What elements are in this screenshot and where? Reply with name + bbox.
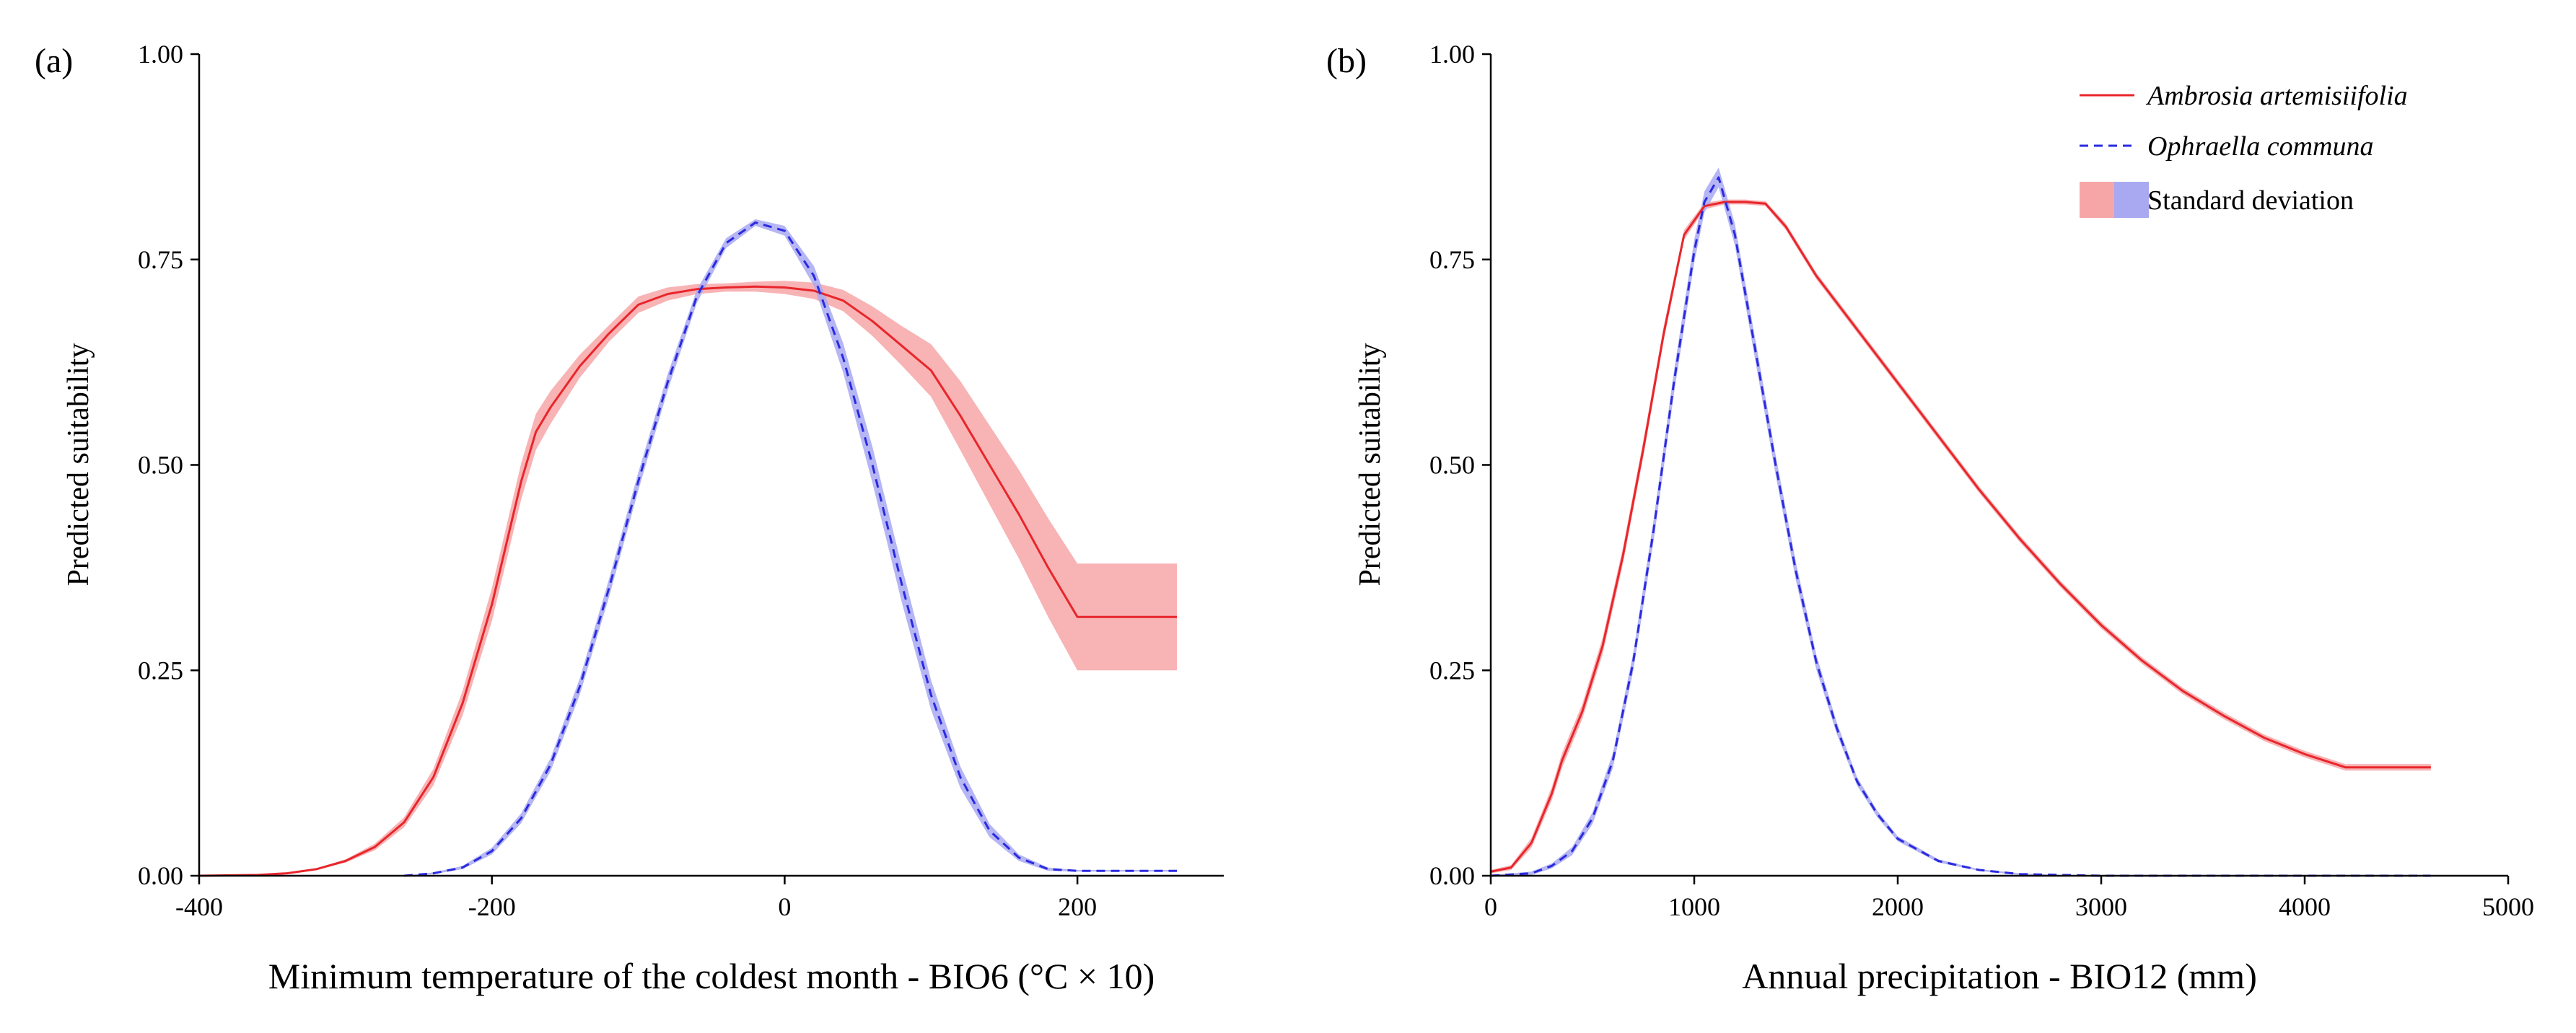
panel-b-chart: (b) 0.00 0.25 0.50 0.75 1.00 0 1000 2000 3000 40…: [1326, 40, 2534, 996]
legend-ambrosia-sd-swatch: [2080, 182, 2114, 218]
panel-b-x-axis-title: Annual precipitation - BIO12 (mm): [1742, 956, 2257, 996]
panel-b-xtick-label: 4000: [2279, 892, 2331, 921]
legend-ophraella-label: Ophraella communa: [2147, 131, 2373, 162]
panel-b-xtick-label: 0: [1484, 892, 1497, 921]
panel-a-ambrosia-sd-band: [199, 281, 1178, 876]
panel-b-ytick-label: 1.00: [1429, 40, 1475, 69]
legend-ophraella-sd-swatch: [2114, 182, 2149, 218]
panel-b-ytick-label: 0.25: [1429, 656, 1475, 685]
panel-a-xtick-label: -200: [468, 892, 516, 921]
panel-a-ytick-label: 1.00: [138, 40, 183, 69]
panel-b-ytick-label: 0.75: [1429, 245, 1475, 274]
panel-b-label: (b): [1326, 42, 1367, 80]
legend-ambrosia-label: Ambrosia artemisiifolia: [2145, 81, 2408, 111]
panel-b-ytick-label: 0.50: [1429, 451, 1475, 480]
panel-b-xtick-label: 1000: [1668, 892, 1720, 921]
panel-a-ytick-label: 0.75: [138, 245, 183, 274]
panel-b-y-axis-title: Predicted suitability: [1354, 343, 1387, 586]
panel-a-xtick-label: 0: [778, 892, 791, 921]
legend-sd-label: Standard deviation: [2147, 185, 2354, 216]
panel-b-xtick-label: 2000: [1872, 892, 1924, 921]
panel-a-ytick-label: 0.25: [138, 656, 183, 685]
panel-a-ophraella-line: [403, 221, 1178, 877]
panel-b-ytick-label: 0.00: [1429, 861, 1475, 890]
panel-a-x-axis-title: Minimum temperature of the coldest month…: [268, 956, 1155, 996]
panel-b-xtick-label: 5000: [2482, 892, 2534, 921]
panel-a-chart: (a) 0.00 0.25 0.50 0.75 1.00 -400 -200 0 200 Pr…: [35, 40, 1224, 996]
panel-a-ytick-label: 0.50: [138, 451, 183, 480]
legend: Ambrosia artemisiifolia Ophraella commun…: [2080, 81, 2408, 218]
panel-a-y-axis-title: Predicted suitability: [62, 343, 95, 586]
panel-b-xtick-label: 3000: [2075, 892, 2127, 921]
panel-a-xtick-label: 200: [1058, 892, 1097, 921]
panel-b-ambrosia-line: [1490, 201, 2431, 873]
panel-a-xtick-label: -400: [175, 892, 223, 921]
panel-a-ambrosia-line: [198, 285, 1178, 877]
panel-b-ophraella-sd-band: [1491, 167, 2431, 876]
panel-a-label: (a): [35, 42, 73, 80]
panel-b-ophraella-line: [1490, 176, 2431, 877]
panel-b-ambrosia-sd-band: [1491, 199, 2431, 874]
panel-a-ytick-label: 0.00: [138, 861, 183, 890]
